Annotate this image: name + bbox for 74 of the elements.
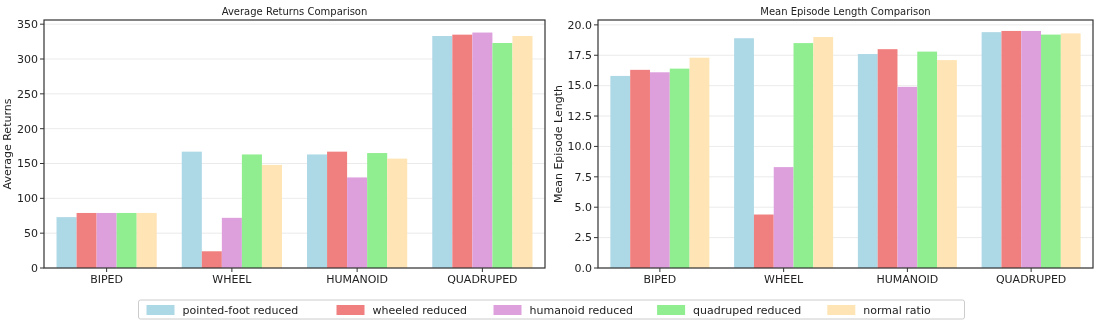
bar <box>877 49 898 268</box>
bar <box>181 151 202 268</box>
bar <box>241 154 262 268</box>
bar <box>630 69 650 268</box>
legend-label: normal ratio <box>863 303 931 317</box>
y-tick-label: 0 <box>31 261 38 275</box>
y-tick-label: 10.0 <box>567 140 592 154</box>
y-tick-label: 250 <box>17 87 38 101</box>
y-tick-label: 12.5 <box>567 109 592 123</box>
y-tick-label: 7.5 <box>574 170 592 184</box>
x-tick-label: QUADRUPED <box>995 273 1067 286</box>
x-tick-label: HUMANOID <box>326 273 389 286</box>
legend-label: wheeled reduced <box>372 303 468 317</box>
x-tick-label: WHEEL <box>764 273 805 286</box>
bar <box>857 54 878 268</box>
bar <box>1001 30 1022 268</box>
bar <box>452 34 473 268</box>
bar <box>813 37 834 268</box>
bar <box>347 177 368 268</box>
bar <box>734 38 754 268</box>
bar <box>793 43 814 268</box>
bar <box>327 151 348 268</box>
y-tick-label: 5.0 <box>574 201 592 215</box>
y-axis-title: Mean Episode Length <box>552 84 565 204</box>
bar <box>897 86 918 268</box>
x-tick-label: BIPED <box>643 273 677 286</box>
y-tick-label: 20.0 <box>567 18 592 32</box>
bar <box>649 72 670 268</box>
x-tick-label: QUADRUPED <box>447 273 518 286</box>
bar <box>116 212 137 268</box>
bar <box>753 214 774 268</box>
bar <box>201 251 222 268</box>
bar <box>96 212 117 268</box>
bar <box>472 32 493 268</box>
x-tick-label: BIPED <box>90 273 124 286</box>
y-tick-label: 2.5 <box>574 231 592 245</box>
y-tick-label: 150 <box>17 157 38 171</box>
bar <box>773 167 794 268</box>
bar <box>669 68 690 268</box>
chart-title: Average Returns Comparison <box>221 6 368 17</box>
y-tick-label: 17.5 <box>567 49 592 63</box>
bar <box>492 42 513 268</box>
y-tick-label: 350 <box>17 18 38 32</box>
bar <box>432 36 453 268</box>
x-tick-label: HUMANOID <box>876 273 939 286</box>
bar <box>1021 30 1042 268</box>
y-tick-label: 50 <box>24 227 38 241</box>
bar <box>917 51 938 268</box>
y-tick-label: 100 <box>17 192 38 206</box>
bar <box>937 60 957 268</box>
bar <box>56 217 77 268</box>
bar <box>307 154 328 268</box>
bar <box>981 32 1002 268</box>
bar <box>367 153 388 268</box>
chart-title: Mean Episode Length Comparison <box>760 6 931 17</box>
y-tick-label: 15.0 <box>567 79 592 93</box>
y-tick-label: 300 <box>17 52 38 66</box>
bar <box>1060 33 1081 268</box>
y-tick-label: 0.0 <box>574 261 592 275</box>
bar <box>221 217 242 268</box>
bar <box>610 75 631 268</box>
legend-label: quadruped reduced <box>693 303 802 317</box>
bar <box>512 36 533 268</box>
bar <box>1041 34 1061 268</box>
bar <box>136 212 157 268</box>
y-tick-label: 200 <box>17 122 38 136</box>
y-axis-title: Average Returns <box>1 98 14 190</box>
bar <box>261 164 282 268</box>
bar <box>689 57 710 268</box>
bar <box>76 212 97 268</box>
bar <box>387 158 408 268</box>
legend-label: pointed-foot reduced <box>182 303 299 317</box>
x-tick-label: WHEEL <box>212 273 253 286</box>
legend-label: humanoid reduced <box>529 303 633 317</box>
